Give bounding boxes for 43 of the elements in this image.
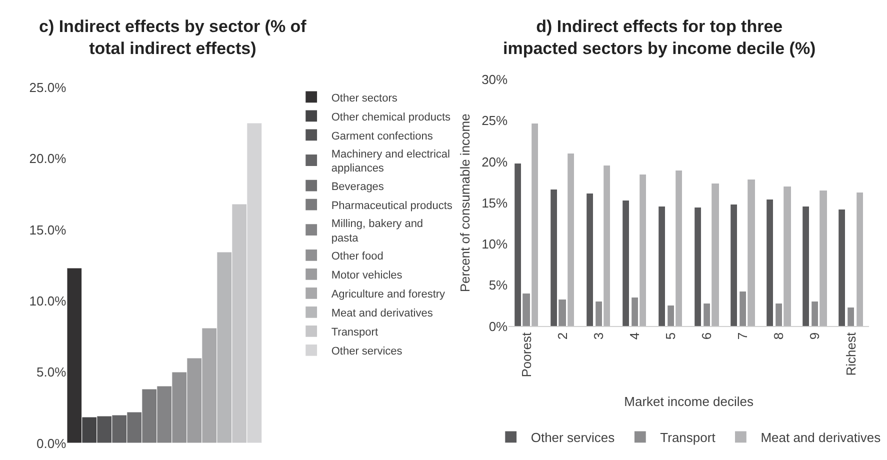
x-tick-label: 2: [554, 332, 570, 340]
y-axis-title: Percent of consumable income: [458, 114, 473, 292]
x-tick-label: 8: [771, 332, 786, 340]
x-tick-label: 3: [590, 332, 606, 340]
y-tick-label: 20.0%: [29, 151, 67, 166]
legend-label: Other services: [331, 345, 403, 358]
x-tick-label: 5: [663, 332, 678, 340]
y-tick-label: 30%: [482, 72, 508, 88]
legend-label: Milling, bakery and pasta: [331, 218, 424, 244]
y-tick-label: 15%: [482, 195, 508, 210]
legend-label: Other sectors: [331, 92, 398, 104]
legend-label: Garment confections: [331, 130, 434, 142]
x-tick-label: 9: [807, 332, 822, 340]
legend-label: Transport: [660, 430, 716, 446]
y-tick-label: 25.0%: [29, 80, 67, 95]
legend-label: Other chemical products: [331, 111, 452, 124]
x-axis-title: Market income deciles: [624, 394, 754, 409]
legend-label: Machinery and electrical appliances: [331, 148, 450, 175]
legend-label: Other food: [331, 250, 384, 262]
legend-label: Agriculture and forestry: [331, 288, 446, 300]
legend-label: Beverages: [331, 180, 384, 193]
legend-label: Pharmaceutical products: [331, 200, 453, 212]
x-tick-label: 6: [699, 332, 714, 340]
y-tick-label: 0.0%: [36, 436, 67, 451]
y-tick-label: 10%: [482, 236, 508, 252]
x-tick-label: 7: [735, 332, 750, 340]
chart-title: d) Indirect effects for top three impacted sectors by income decile (%): [503, 17, 816, 58]
legend-label: Meat and derivatives: [331, 307, 434, 320]
x-tick-label: Poorest: [518, 332, 534, 378]
y-tick-label: 15.0%: [29, 222, 67, 238]
chart-title: c) Indirect effects by sector (% of total indirect effects): [39, 17, 307, 58]
y-tick-label: 0%: [488, 318, 508, 334]
y-tick-label: 5.0%: [36, 364, 67, 380]
legend-label: Transport: [331, 326, 378, 338]
y-tick-label: 5%: [488, 278, 508, 293]
legend-label: Other services: [530, 430, 616, 446]
legend-label: Motor vehicles: [331, 269, 403, 282]
x-tick-label: 4: [627, 332, 642, 340]
y-tick-label: 10.0%: [29, 293, 67, 308]
y-tick-label: 25%: [482, 113, 508, 128]
y-tick-label: 20%: [482, 154, 508, 170]
legend-label: Meat and derivatives: [760, 430, 882, 446]
x-tick-label: Richest: [843, 332, 858, 376]
